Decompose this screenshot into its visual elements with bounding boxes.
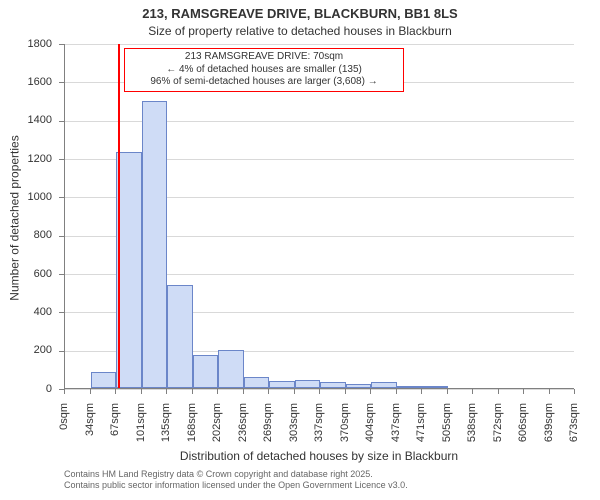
bar [91, 372, 117, 388]
y-tick-label: 600 [0, 268, 52, 280]
x-tick-mark [574, 389, 575, 394]
bar [320, 382, 346, 388]
x-tick-mark [294, 389, 295, 394]
y-tick-mark [59, 236, 64, 237]
x-tick-mark [523, 389, 524, 394]
chart-title: 213, RAMSGREAVE DRIVE, BLACKBURN, BB1 8L… [0, 6, 600, 21]
y-tick-label: 0 [0, 383, 52, 395]
y-tick-mark [59, 44, 64, 45]
bar [295, 380, 321, 388]
bar [244, 377, 270, 388]
x-tick-mark [64, 389, 65, 394]
bar [422, 386, 448, 388]
x-tick-mark [472, 389, 473, 394]
annotation-line-3: 96% of semi-detached houses are larger (… [131, 76, 397, 89]
y-tick-mark [59, 121, 64, 122]
y-tick-mark [59, 312, 64, 313]
y-tick-label: 200 [0, 344, 52, 356]
footnote-line-2: Contains public sector information licen… [64, 480, 408, 491]
bar [167, 285, 193, 389]
gridline [65, 44, 574, 45]
y-tick-mark [59, 197, 64, 198]
bar [397, 386, 423, 388]
x-tick-mark [268, 389, 269, 394]
bar [371, 382, 397, 388]
chart-container: 213, RAMSGREAVE DRIVE, BLACKBURN, BB1 8L… [0, 0, 600, 500]
x-tick-mark [421, 389, 422, 394]
x-tick-mark [90, 389, 91, 394]
x-tick-mark [549, 389, 550, 394]
y-tick-label: 1600 [0, 76, 52, 88]
x-tick-mark [166, 389, 167, 394]
y-tick-label: 1800 [0, 38, 52, 50]
y-tick-label: 800 [0, 229, 52, 241]
y-tick-mark [59, 82, 64, 83]
x-tick-mark [498, 389, 499, 394]
y-tick-mark [59, 274, 64, 275]
x-axis-label: Distribution of detached houses by size … [64, 449, 574, 463]
footnote-line-1: Contains HM Land Registry data © Crown c… [64, 469, 408, 480]
bar [218, 350, 244, 388]
bar [346, 384, 372, 388]
plot-area: 213 RAMSGREAVE DRIVE: 70sqm ← 4% of deta… [64, 44, 574, 389]
x-tick-mark [217, 389, 218, 394]
y-tick-label: 1000 [0, 191, 52, 203]
annotation-line-1: 213 RAMSGREAVE DRIVE: 70sqm [131, 51, 397, 64]
annotation-box: 213 RAMSGREAVE DRIVE: 70sqm ← 4% of deta… [124, 48, 404, 92]
x-tick-mark [243, 389, 244, 394]
x-tick-mark [396, 389, 397, 394]
y-tick-label: 1400 [0, 114, 52, 126]
chart-subtitle: Size of property relative to detached ho… [0, 24, 600, 38]
bar [193, 355, 219, 388]
y-tick-mark [59, 159, 64, 160]
x-tick-mark [192, 389, 193, 394]
y-tick-label: 1200 [0, 153, 52, 165]
annotation-line-2: ← 4% of detached houses are smaller (135… [131, 64, 397, 77]
x-tick-mark [370, 389, 371, 394]
y-axis-label: Number of detached properties [7, 45, 21, 390]
x-tick-mark [447, 389, 448, 394]
y-tick-label: 400 [0, 306, 52, 318]
y-tick-mark [59, 351, 64, 352]
x-tick-mark [319, 389, 320, 394]
x-tick-mark [345, 389, 346, 394]
bar [142, 101, 168, 389]
footnote: Contains HM Land Registry data © Crown c… [64, 469, 408, 491]
bar [269, 381, 295, 388]
x-tick-mark [115, 389, 116, 394]
x-tick-mark [141, 389, 142, 394]
reference-line [118, 44, 120, 388]
